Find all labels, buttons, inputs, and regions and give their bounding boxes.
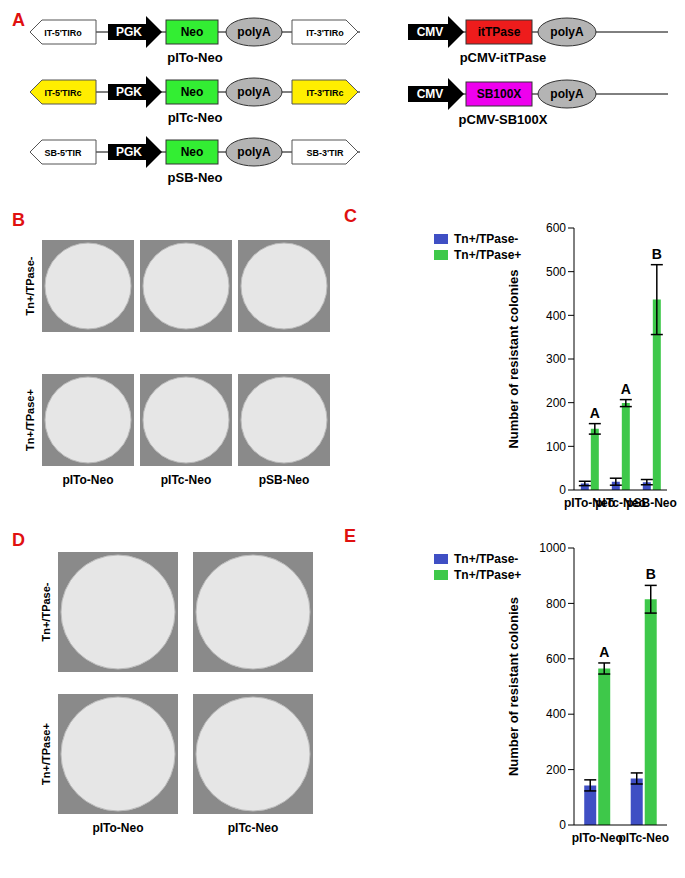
html-text:Tn+/TPase+: Tn+/TPase+ (454, 568, 522, 582)
svg-text:pCMV-itTPase: pCMV-itTPase (460, 50, 547, 65)
svg-text:pITo-Neo: pITo-Neo (167, 50, 222, 65)
html-text:E: E (344, 526, 356, 546)
svg-text:pITc-Neo: pITc-Neo (168, 110, 223, 125)
svg-text:A: A (12, 10, 25, 30)
svg-text:PGK: PGK (116, 145, 142, 159)
svg-text:IT-3'TIRo: IT-3'TIRo (306, 28, 344, 38)
svg-text:pITo-Neo: pITo-Neo (62, 473, 113, 487)
svg-text:IT-5'TIRo: IT-5'TIRo (44, 28, 82, 38)
svg-text:pSB-Neo: pSB-Neo (168, 170, 223, 185)
svg-text:B: B (646, 566, 656, 582)
svg-text:CMV: CMV (417, 87, 444, 101)
svg-text:Tn+/TPase+: Tn+/TPase+ (40, 723, 52, 785)
svg-text:Tn+/TPase-: Tn+/TPase- (24, 256, 36, 315)
svg-text:pITc-Neo: pITc-Neo (619, 831, 669, 845)
svg-text:pSB-Neo: pSB-Neo (626, 496, 677, 510)
svg-text:0: 0 (559, 483, 566, 497)
svg-text:200: 200 (546, 396, 566, 410)
svg-text:A: A (599, 644, 609, 660)
svg-text:PGK: PGK (116, 25, 142, 39)
svg-text:pITc-Neo: pITc-Neo (228, 821, 278, 835)
html-text:C: C (344, 206, 357, 226)
svg-text:pITo-Neo: pITo-Neo (572, 831, 623, 845)
svg-text:0: 0 (559, 818, 566, 832)
svg-text:polyA: polyA (237, 85, 271, 99)
svg-text:CMV: CMV (417, 25, 444, 39)
svg-text:PGK: PGK (116, 85, 142, 99)
svg-text:600: 600 (546, 221, 566, 235)
svg-text:1000: 1000 (539, 541, 566, 555)
svg-text:400: 400 (546, 707, 566, 721)
svg-text:D: D (12, 530, 25, 550)
svg-text:polyA: polyA (237, 25, 271, 39)
svg-text:polyA: polyA (550, 87, 584, 101)
svg-text:Tn+/TPase+: Tn+/TPase+ (24, 389, 36, 451)
svg-text:SB100X: SB100X (477, 87, 522, 101)
svg-text:A: A (621, 381, 631, 397)
svg-text:100: 100 (546, 440, 566, 454)
svg-text:IT-3'TIRc: IT-3'TIRc (306, 88, 343, 98)
svg-text:pITo-Neo: pITo-Neo (92, 821, 143, 835)
svg-text:Number of resistant colonies: Number of resistant colonies (506, 597, 521, 776)
svg-text:pITc-Neo: pITc-Neo (595, 495, 646, 510)
svg-text:Neo: Neo (181, 25, 204, 39)
html-text:Tn+/TPase-: Tn+/TPase- (454, 552, 519, 566)
svg-text:itTPase: itTPase (478, 25, 521, 39)
svg-text:B: B (652, 246, 662, 262)
svg-text:Number of resistant colonies: Number of resistant colonies (506, 269, 521, 448)
svg-text:200: 200 (546, 763, 566, 777)
html-text:Tn+/TPase-: Tn+/TPase- (454, 232, 519, 246)
svg-text:600: 600 (546, 652, 566, 666)
svg-text:IT-5'TIRc: IT-5'TIRc (44, 88, 81, 98)
svg-text:polyA: polyA (237, 145, 271, 159)
svg-text:Neo: Neo (181, 145, 204, 159)
svg-text:A: A (590, 405, 600, 421)
svg-text:polyA: polyA (550, 25, 584, 39)
svg-text:SB-5'TIR: SB-5'TIR (44, 148, 82, 158)
html-text:Tn+/TPase+: Tn+/TPase+ (454, 248, 522, 262)
svg-text:800: 800 (546, 597, 566, 611)
svg-text:B: B (12, 210, 25, 230)
svg-text:SB-3'TIR: SB-3'TIR (306, 148, 344, 158)
svg-text:500: 500 (546, 265, 566, 279)
svg-text:pITc-Neo: pITc-Neo (161, 473, 211, 487)
svg-text:pSB-Neo: pSB-Neo (259, 473, 310, 487)
svg-text:300: 300 (546, 352, 566, 366)
svg-text:pITo-Neo: pITo-Neo (563, 495, 616, 510)
svg-text:Tn+/TPase-: Tn+/TPase- (40, 582, 52, 641)
svg-text:Neo: Neo (181, 85, 204, 99)
svg-text:400: 400 (546, 309, 566, 323)
svg-text:pCMV-SB100X: pCMV-SB100X (459, 112, 548, 127)
